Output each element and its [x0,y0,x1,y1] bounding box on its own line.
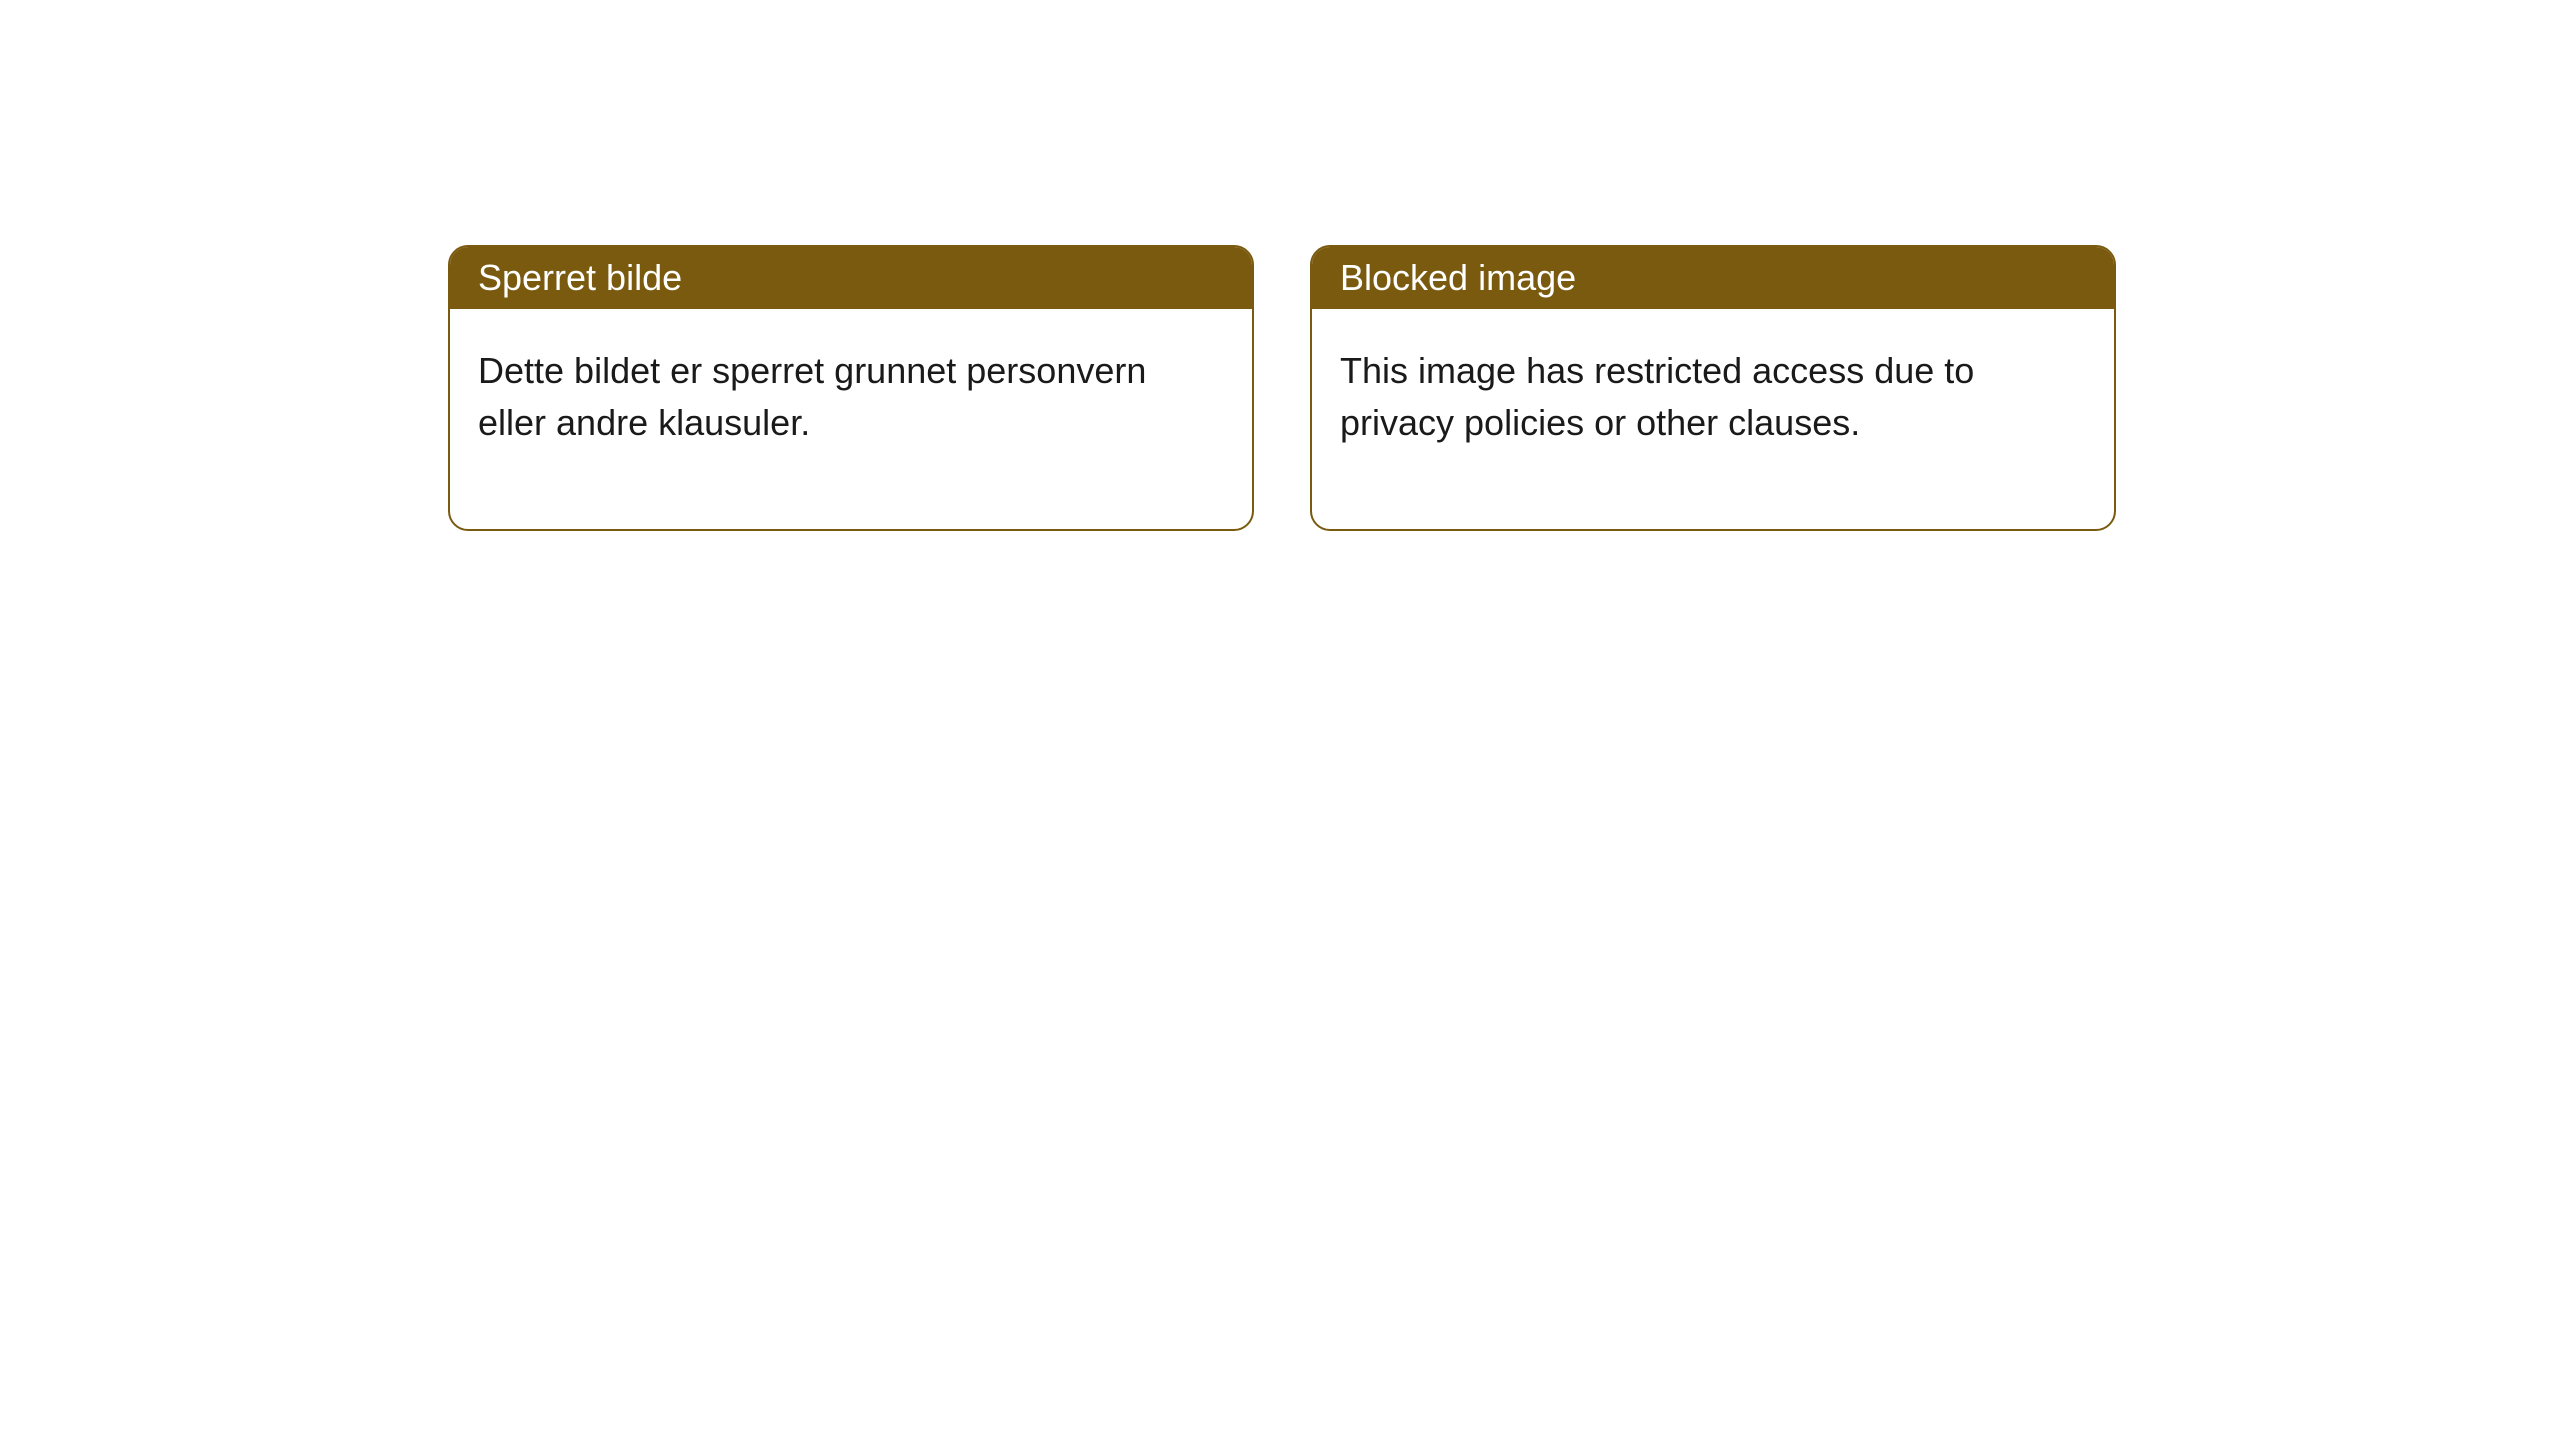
blocked-image-card-norwegian: Sperret bilde Dette bildet er sperret gr… [448,245,1254,531]
card-header-norwegian: Sperret bilde [450,247,1252,309]
card-body-norwegian: Dette bildet er sperret grunnet personve… [450,309,1252,529]
blocked-image-card-english: Blocked image This image has restricted … [1310,245,2116,531]
card-header-english: Blocked image [1312,247,2114,309]
card-body-english: This image has restricted access due to … [1312,309,2114,529]
notice-cards-container: Sperret bilde Dette bildet er sperret gr… [0,0,2560,531]
